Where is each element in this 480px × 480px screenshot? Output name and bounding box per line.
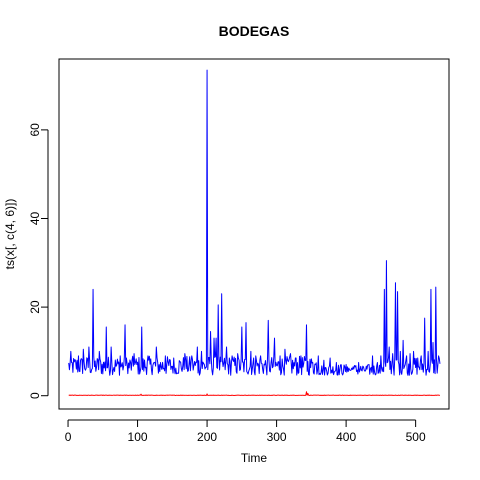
series-line-1 [68,69,441,376]
series-layer [68,69,441,396]
y-tick-label: 60 [28,123,42,137]
x-tick-label: 200 [197,430,217,444]
x-tick-label: 500 [406,430,426,444]
x-tick-label: 100 [128,430,148,444]
x-tick-label: 400 [336,430,356,444]
y-axis-title: ts(x[, c(4, 6)]) [3,199,17,270]
y-tick-label: 20 [28,300,42,314]
y-tick-label: 0 [28,392,42,399]
y-axis: 0 20 40 60 [28,123,49,399]
y-tick-label: 40 [28,211,42,225]
x-tick-label: 0 [65,430,72,444]
x-tick-label: 300 [267,430,287,444]
chart-title: BODEGAS [219,23,290,39]
plot-frame [58,58,450,410]
series-line-2 [68,391,440,396]
x-axis: 0 100 200 300 400 500 [65,419,426,444]
x-axis-title: Time [241,451,268,465]
